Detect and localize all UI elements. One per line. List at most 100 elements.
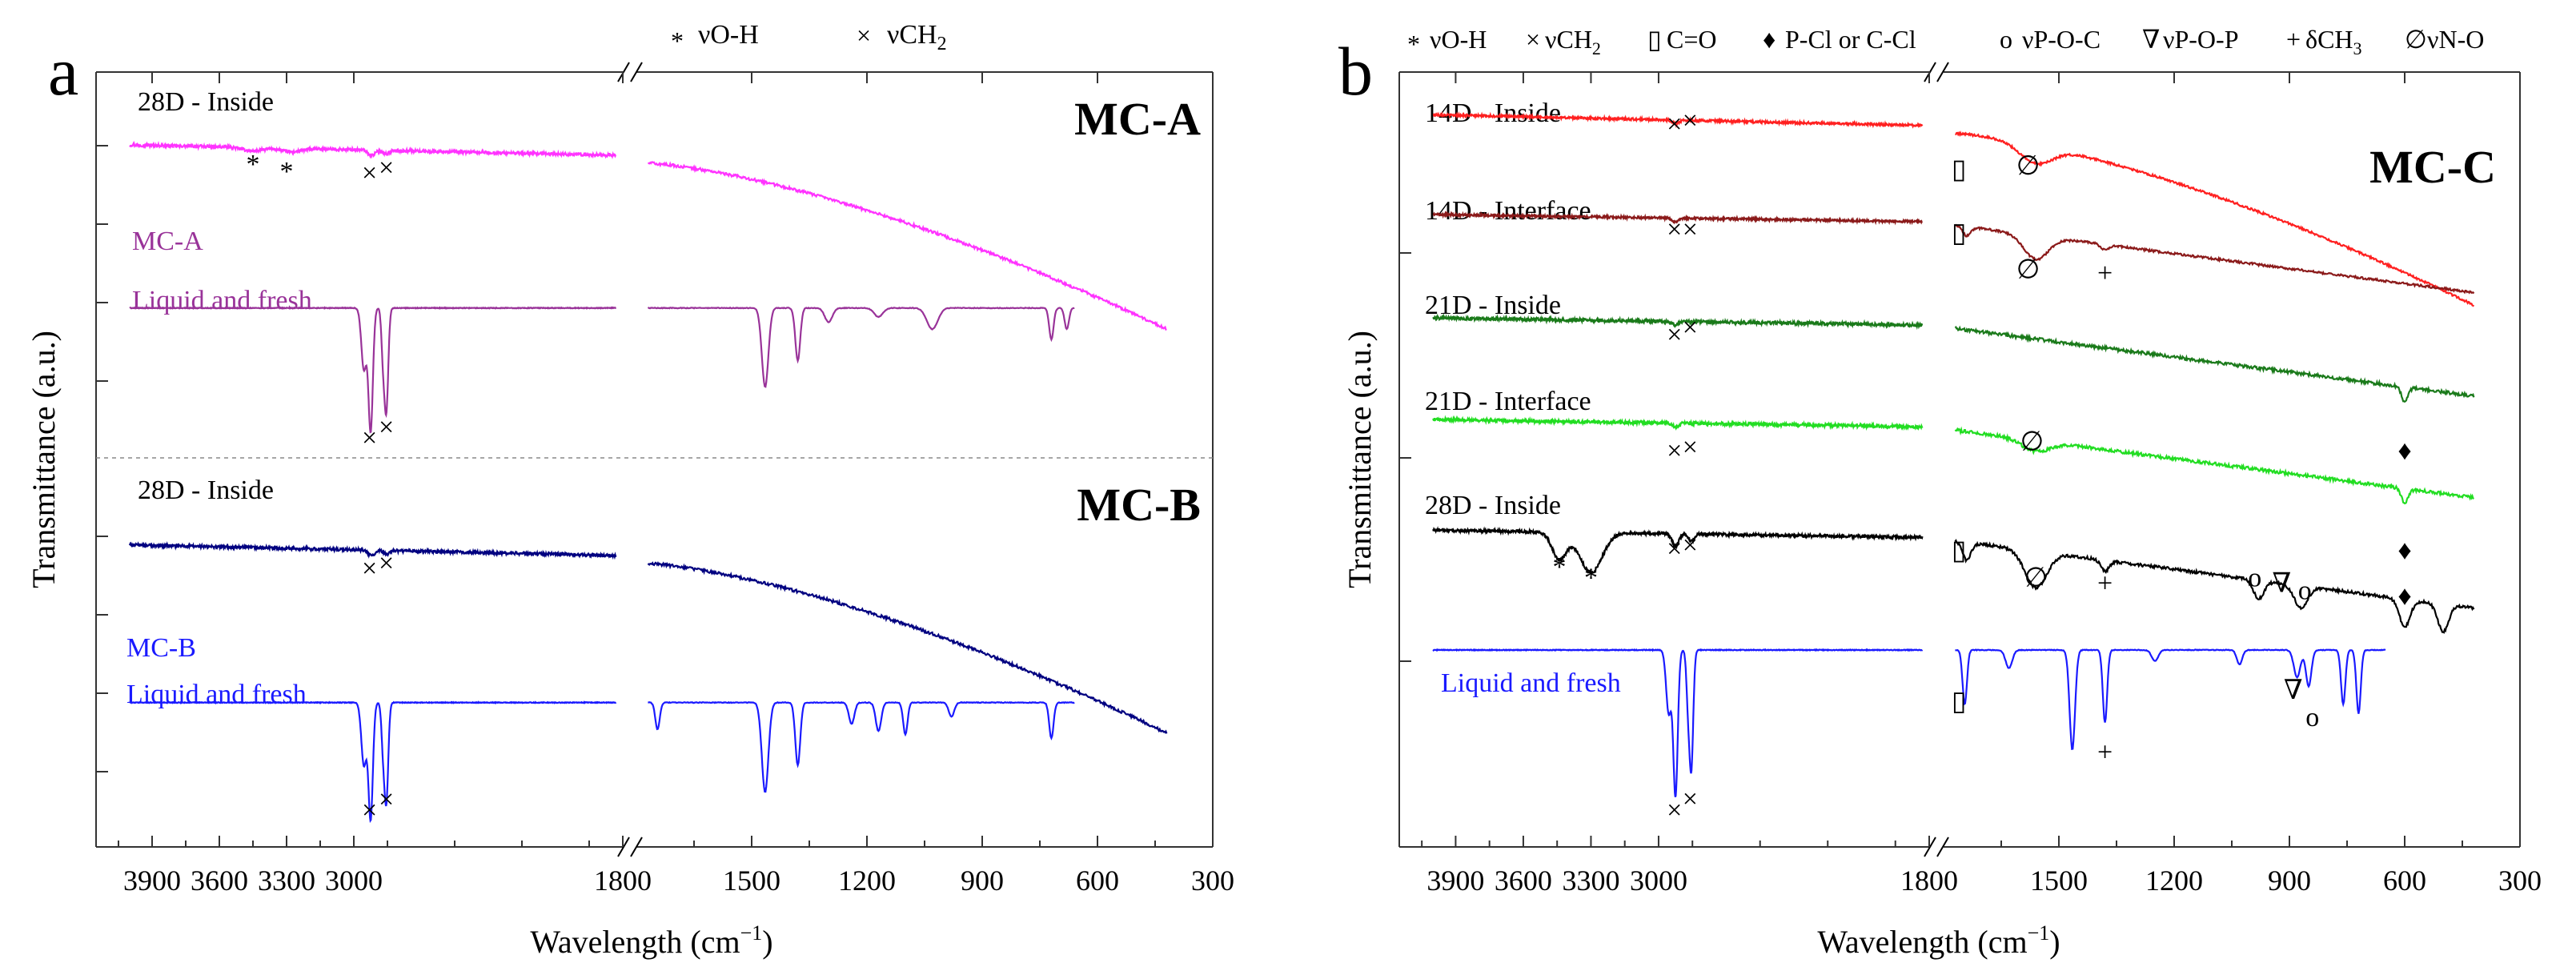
panel-a-axes [96, 72, 1213, 847]
legend-b-oh-symbol: * [1407, 30, 1420, 58]
series-line [130, 307, 1074, 432]
series-label-b-28d-inside: 28D - Inside [1425, 491, 1561, 520]
band-marker: ∇ [2284, 676, 2303, 705]
panel-b: b * νO-H × νCH2 ▯ C=O ♦ P-Cl or C-Cl o ν… [1338, 25, 2542, 960]
xtick-label: 300 [1191, 865, 1234, 897]
band-marker: × [362, 554, 377, 584]
series-line [1433, 418, 2474, 504]
band-marker: ∅ [2016, 151, 2040, 181]
band-marker: * [1553, 552, 1567, 582]
band-marker: × [379, 153, 394, 183]
xlabel-b-sup: −1 [2028, 921, 2050, 945]
band-marker: ▯ [1952, 687, 1967, 716]
legend-a-ch2-sub: 2 [937, 34, 947, 54]
xtick-label: 1500 [723, 865, 780, 897]
legend-b-ch2-symbol: × [1526, 25, 1540, 54]
band-marker: × [1667, 796, 1682, 825]
panel-a-group-title-mc-a: MC-A [1074, 93, 1201, 145]
xtick-label: 900 [961, 865, 1004, 897]
series-label-b-21d-interface: 21D - Interface [1425, 387, 1591, 416]
band-marker: ♦ [2397, 536, 2411, 566]
band-marker: × [379, 413, 394, 443]
legend-b-ch2-sub: 2 [1592, 38, 1601, 58]
band-marker: ∇ [2273, 568, 2292, 598]
band-marker: × [1683, 106, 1698, 135]
panel-b-letter: b [1338, 33, 1373, 110]
band-marker: × [379, 785, 394, 815]
series-label-b-14d-inside: 14D - Inside [1425, 98, 1561, 128]
legend-b-no-label: νN-O [2427, 25, 2484, 54]
xtick-label: 3000 [325, 865, 383, 897]
series-label-a-28d-inside: 28D - Inside [138, 87, 274, 117]
legend-a-ch2-symbol: × [857, 21, 871, 50]
legend-b-dch3-symbol: + [2286, 25, 2301, 54]
panel-a-break-marks [618, 62, 642, 857]
legend-b-dch3-text: δCH3 [2305, 25, 2362, 58]
band-marker: ∅ [2024, 564, 2048, 593]
series-label-a-mc-b: MC-B [126, 633, 196, 663]
legend-b-pop-label: νP-O-P [2163, 25, 2238, 54]
band-marker: ∅ [2016, 255, 2040, 284]
xtick-label: 600 [1076, 865, 1119, 897]
panel-b-break-marks [1924, 62, 1948, 857]
series-label-b-21d-inside: 21D - Inside [1425, 291, 1561, 320]
band-marker: × [1667, 436, 1682, 466]
panel-b-xlabel: Wavelength (cm−1) [1817, 921, 2060, 960]
band-marker: + [2097, 737, 2113, 767]
xtick-label: 3600 [1495, 865, 1552, 897]
xlabel-a-main: Wavelength (cm [530, 924, 740, 960]
xtick-label: 3300 [258, 865, 315, 897]
panel-b-ylabel: Transmittance (a.u.) [1342, 331, 1378, 588]
panel-a-xticks: 3900 3600 3300 3000 1800 1500 1200 900 600 300 [118, 72, 1234, 897]
legend-b-pop-symbol: ∇ [2142, 25, 2160, 54]
band-marker: ∅ [2020, 427, 2044, 457]
series-label-a-mc-b-fresh: Liquid and fresh [126, 680, 307, 709]
series-label-a-mc-a-fresh: Liquid and fresh [132, 286, 312, 315]
xtick-label: 1500 [2030, 865, 2088, 897]
legend-b-ch2-text: νCH2 [1545, 25, 1601, 58]
panel-a-xlabel: Wavelength (cm−1) [530, 921, 772, 960]
band-marker: × [1667, 110, 1682, 139]
band-marker: × [1683, 215, 1698, 244]
band-marker: * [1584, 564, 1598, 593]
band-marker: × [362, 158, 377, 188]
legend-a-oh-label: νO-H [698, 20, 759, 50]
legend-b-ch2-label: νCH [1545, 25, 1592, 54]
band-marker: ♦ [2397, 581, 2411, 611]
legend-a-ch2-label: νCH [887, 20, 937, 50]
panel-a-yticks [96, 146, 108, 772]
band-marker: * [247, 150, 260, 179]
band-marker: × [362, 796, 377, 825]
panel-a-ylabel: Transmittance (a.u.) [26, 331, 62, 588]
xlabel-a-close: ) [762, 924, 772, 960]
xtick-label: 3900 [123, 865, 181, 897]
legend-b-poc-label: νP-O-C [2022, 25, 2101, 54]
band-marker: × [1667, 534, 1682, 564]
band-marker: + [2097, 568, 2113, 598]
panel-b-axes [1399, 72, 2520, 847]
xtick-label: 600 [2383, 865, 2426, 897]
band-marker: ♦ [2397, 436, 2411, 466]
xtick-label: 3300 [1562, 865, 1619, 897]
legend-b-co-label: C=O [1667, 25, 1717, 54]
panel-a-series [130, 144, 1166, 821]
band-marker: o [2305, 703, 2319, 732]
legend-b-pcl-label: P-Cl or C-Cl [1785, 25, 1916, 54]
legend-b-oh-label: νO-H [1430, 25, 1487, 54]
legend-b-pcl-symbol: ♦ [1763, 25, 1776, 54]
band-marker: o [2248, 564, 2261, 593]
band-marker: × [1683, 432, 1698, 462]
xtick-label: 1800 [1900, 865, 1958, 897]
legend-a-oh-symbol: * [671, 26, 684, 55]
legend-b-no-symbol: ∅ [2405, 25, 2427, 54]
band-marker: × [379, 548, 394, 578]
xlabel-a-sup: −1 [740, 921, 763, 945]
series-label-b-14d-interface: 14D - Interface [1425, 196, 1591, 226]
series-line [130, 702, 1074, 821]
legend-b-co-symbol: ▯ [1647, 25, 1662, 54]
band-marker: * [280, 157, 294, 187]
xtick-label: 1800 [594, 865, 652, 897]
panel-b-title: MC-C [2369, 141, 2496, 193]
xlabel-b-main: Wavelength (cm [1817, 924, 2027, 960]
series-label-b-liquid-fresh: Liquid and fresh [1441, 668, 1621, 698]
